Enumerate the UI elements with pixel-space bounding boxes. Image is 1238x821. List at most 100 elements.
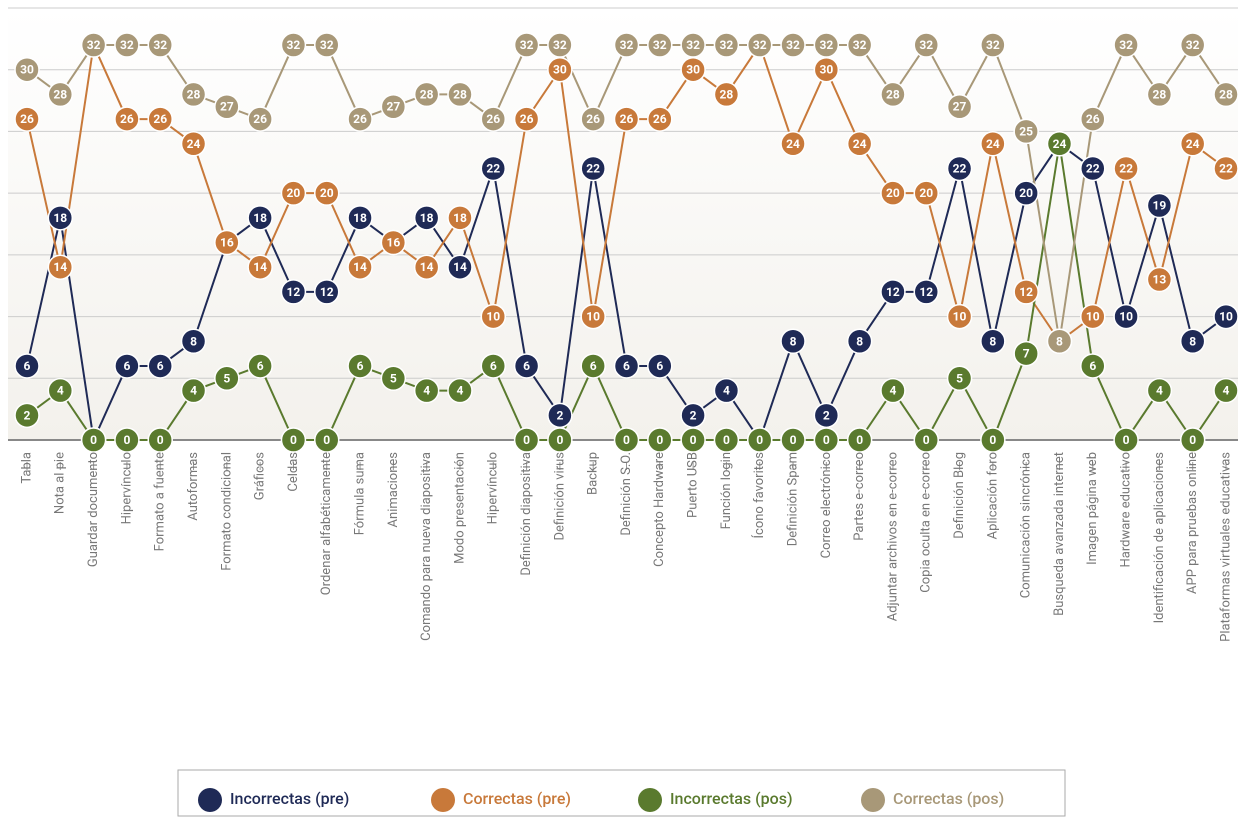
x-tick-label: Comando para nueva diapositiva [419, 452, 434, 641]
data-label: 8 [1189, 334, 1196, 348]
data-point [846, 427, 873, 453]
data-point [680, 32, 706, 58]
data-label: 0 [323, 433, 330, 447]
data-point [613, 353, 640, 379]
data-point [1213, 377, 1238, 404]
data-label: 18 [353, 211, 367, 225]
data-label: 28 [53, 87, 67, 101]
data-label: 14 [353, 260, 367, 274]
data-point [347, 254, 373, 280]
data-label: 4 [1156, 384, 1163, 398]
x-tick-label: Puerto USB [686, 452, 701, 518]
data-point [1080, 106, 1106, 132]
data-label: 0 [756, 433, 763, 447]
data-label: 7 [1023, 347, 1030, 361]
data-point [247, 106, 273, 132]
x-tick-label: Adjuntar archivos en e-correo [885, 452, 900, 621]
x-tick-label: Guardar documento [86, 452, 101, 567]
x-tick-label: Ícono favoritos [751, 452, 767, 539]
data-label: 0 [690, 433, 697, 447]
data-point [513, 353, 540, 379]
x-tick-label: APP para pruebas online [1185, 452, 1200, 594]
data-point [47, 377, 74, 404]
data-point [1179, 328, 1206, 355]
data-point [380, 93, 407, 120]
data-point [480, 303, 507, 330]
data-label: 0 [123, 433, 130, 447]
data-point [647, 427, 673, 453]
legend-swatch [861, 788, 885, 812]
data-label: 4 [57, 384, 64, 398]
data-label: 28 [886, 87, 900, 101]
data-point [946, 365, 973, 392]
data-label: 6 [623, 359, 630, 373]
data-label: 20 [320, 186, 334, 200]
data-label: 20 [886, 186, 900, 200]
data-label: 32 [520, 38, 534, 52]
data-point [480, 353, 507, 379]
x-tick-label: Concepto Hardware [652, 452, 667, 567]
data-point [114, 32, 140, 58]
data-label: 26 [620, 112, 634, 126]
data-label: 26 [120, 112, 134, 126]
data-point [780, 328, 806, 355]
x-tick-label: Aplicación foro [985, 452, 1000, 539]
data-label: 0 [623, 433, 630, 447]
data-label: 12 [287, 285, 301, 299]
legend-swatch [638, 788, 662, 812]
data-point [1146, 377, 1173, 404]
x-tick-label: Ordenar alfabéticamente [319, 452, 334, 595]
data-point [913, 180, 939, 206]
data-label: 27 [953, 100, 967, 114]
data-point [713, 32, 740, 58]
x-tick-label: Imagen página web [1085, 452, 1100, 565]
data-label: 22 [1219, 161, 1233, 175]
x-tick-label: Formato condicional [219, 452, 234, 571]
data-label: 12 [320, 285, 334, 299]
data-label: 10 [1086, 310, 1100, 324]
data-label: 14 [253, 260, 267, 274]
data-label: 24 [986, 137, 1000, 151]
data-point [846, 328, 873, 355]
data-point [413, 377, 440, 404]
data-point [980, 427, 1006, 453]
data-point [280, 279, 307, 305]
data-point [1179, 32, 1206, 58]
data-label: 6 [490, 359, 497, 373]
data-point [314, 427, 340, 453]
data-point [447, 81, 473, 108]
data-label: 5 [223, 371, 230, 385]
data-label: 4 [889, 384, 896, 398]
data-label: 10 [486, 310, 500, 324]
data-label: 32 [986, 38, 1000, 52]
data-point [214, 365, 240, 392]
data-point [1080, 303, 1106, 330]
data-label: 22 [586, 161, 600, 175]
legend-label: Correctas (pre) [463, 789, 571, 808]
x-tick-label: Backup [586, 452, 601, 495]
data-point [713, 427, 740, 453]
x-tick-label: Animaciones [386, 452, 401, 528]
data-point [1179, 131, 1206, 157]
data-point [347, 205, 373, 231]
data-label: 6 [257, 359, 264, 373]
data-point [980, 328, 1006, 355]
data-point [1146, 81, 1173, 108]
data-point [80, 32, 107, 58]
data-label: 32 [153, 38, 167, 52]
data-point [380, 365, 407, 392]
data-point [1113, 32, 1139, 58]
data-point [47, 205, 74, 231]
data-point [713, 377, 740, 404]
data-point [680, 427, 706, 453]
legend-swatch [431, 788, 455, 812]
data-point [314, 279, 340, 305]
x-tick-label: Busqueda avanzada internet [1052, 452, 1067, 616]
data-point [1080, 353, 1106, 379]
data-point [846, 32, 873, 58]
data-point [980, 131, 1006, 157]
data-point [647, 353, 673, 379]
data-label: 6 [123, 359, 130, 373]
data-label: 26 [153, 112, 167, 126]
data-label: 8 [856, 334, 863, 348]
